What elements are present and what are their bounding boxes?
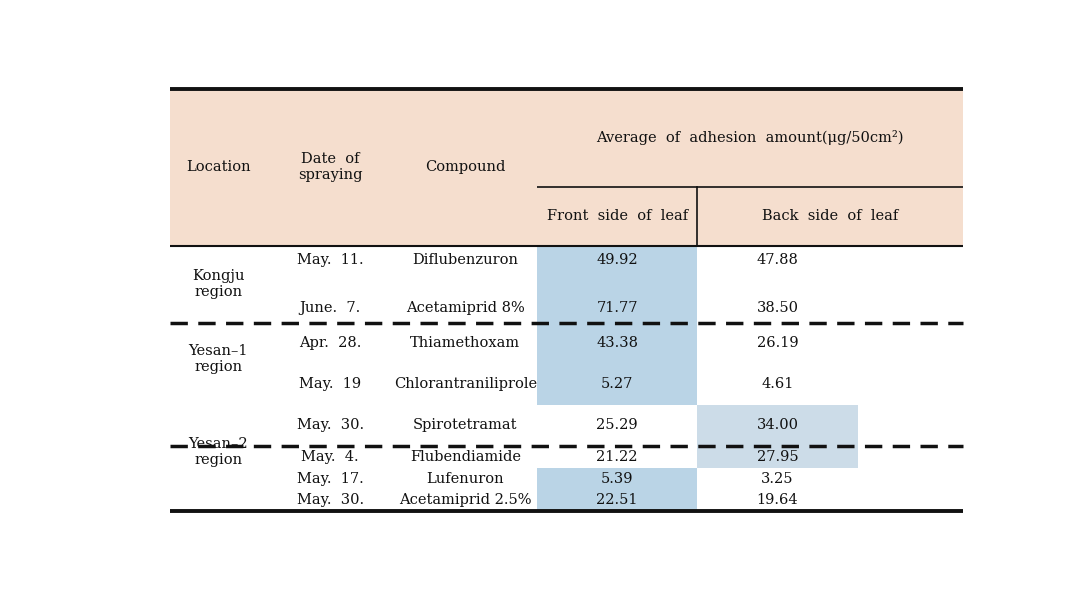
Text: 49.92: 49.92	[597, 254, 638, 267]
Text: 21.22: 21.22	[597, 450, 638, 464]
Bar	[170, 89, 963, 245]
Bar	[537, 467, 697, 512]
Bar	[537, 323, 697, 405]
Text: May.  17.: May. 17.	[297, 471, 364, 486]
Text: Acetamiprid 8%: Acetamiprid 8%	[406, 301, 525, 315]
Text: Thiamethoxam: Thiamethoxam	[411, 336, 521, 350]
Text: Flubendiamide: Flubendiamide	[409, 450, 521, 464]
Text: 71.77: 71.77	[597, 301, 638, 315]
Text: Lufenuron: Lufenuron	[427, 471, 504, 486]
Text: 27.95: 27.95	[757, 450, 798, 464]
Text: Yesan–2
region: Yesan–2 region	[188, 437, 248, 467]
Bar	[170, 245, 963, 512]
Text: 38.50: 38.50	[757, 301, 798, 315]
Text: 3.25: 3.25	[761, 471, 794, 486]
Text: 47.88: 47.88	[757, 254, 798, 267]
Text: Kongju
region: Kongju region	[192, 269, 245, 299]
Text: May.  4.: May. 4.	[302, 450, 359, 464]
Text: Apr.  28.: Apr. 28.	[299, 336, 362, 350]
Text: 25.29: 25.29	[597, 418, 638, 432]
Text: 4.61: 4.61	[761, 377, 794, 391]
Bar	[537, 245, 697, 323]
Text: Diflubenzuron: Diflubenzuron	[413, 254, 518, 267]
Bar	[697, 445, 858, 467]
Text: 43.38: 43.38	[596, 336, 638, 350]
Text: Compound: Compound	[425, 160, 505, 174]
Text: 19.64: 19.64	[757, 493, 798, 507]
Text: Front  side  of  leaf: Front side of leaf	[547, 209, 688, 223]
Text: May.  11.: May. 11.	[297, 254, 364, 267]
Bar	[697, 405, 858, 445]
Text: 34.00: 34.00	[757, 418, 798, 432]
Text: Location: Location	[186, 160, 250, 174]
Text: May.  30.: May. 30.	[296, 418, 364, 432]
Text: Acetamiprid 2.5%: Acetamiprid 2.5%	[399, 493, 531, 507]
Text: June.  7.: June. 7.	[299, 301, 360, 315]
Text: 5.27: 5.27	[601, 377, 634, 391]
Text: Average  of  adhesion  amount(μg/50cm²): Average of adhesion amount(μg/50cm²)	[597, 130, 904, 145]
Text: 22.51: 22.51	[597, 493, 638, 507]
Text: Spirotetramat: Spirotetramat	[413, 418, 517, 432]
Text: Yesan–1
region: Yesan–1 region	[188, 344, 248, 375]
Text: May.  19: May. 19	[299, 377, 362, 391]
Text: Back  side  of  leaf: Back side of leaf	[762, 209, 898, 223]
Text: 26.19: 26.19	[757, 336, 798, 350]
Text: 5.39: 5.39	[601, 471, 634, 486]
Text: Chlorantraniliprole: Chlorantraniliprole	[394, 377, 537, 391]
Text: Date  of
spraying: Date of spraying	[298, 152, 363, 182]
Text: May.  30.: May. 30.	[296, 493, 364, 507]
